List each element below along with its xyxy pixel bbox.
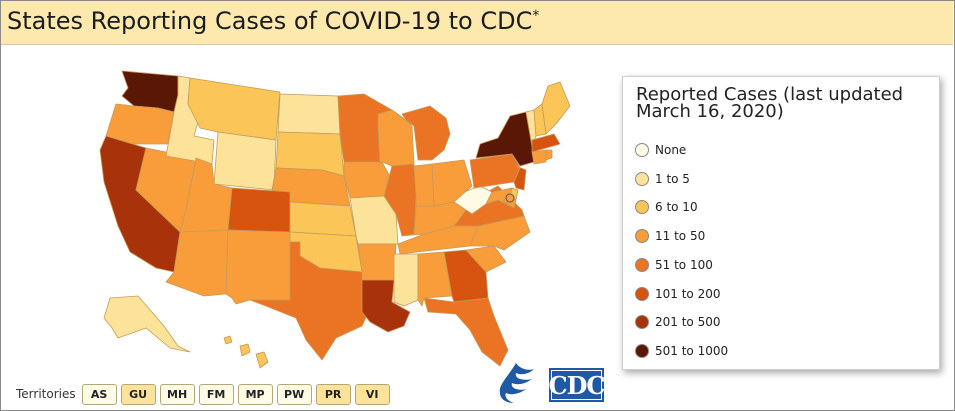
state-nm[interactable] — [225, 229, 291, 305]
state-mi[interactable] — [401, 105, 451, 161]
legend-swatch — [635, 315, 649, 330]
legend-item: 101 to 200 — [635, 285, 720, 303]
legend-swatch — [635, 200, 649, 215]
territory-pr[interactable]: PR — [315, 383, 351, 405]
state-ma[interactable] — [531, 133, 561, 153]
state-ak[interactable] — [103, 295, 191, 353]
legend-swatch — [635, 343, 649, 358]
state-md[interactable] — [485, 187, 517, 209]
legend-item: 11 to 50 — [635, 227, 705, 245]
legend-item: 51 to 100 — [635, 256, 713, 274]
cdc-logo: CDC — [549, 368, 606, 402]
legend-item: 1 to 5 — [635, 170, 690, 188]
state-nd[interactable] — [277, 93, 341, 135]
legend-item: 501 to 1000 — [635, 342, 728, 360]
territory-pw[interactable]: PW — [276, 383, 312, 405]
legend-label: 201 to 500 — [655, 315, 721, 330]
state-or[interactable] — [105, 103, 175, 145]
territory-mp[interactable]: MP — [237, 383, 273, 405]
state-fl[interactable] — [423, 297, 509, 367]
state-ri[interactable] — [545, 149, 553, 161]
legend-swatch — [635, 257, 649, 272]
legend-item: 201 to 500 — [635, 313, 720, 331]
state-hi[interactable] — [255, 351, 269, 369]
territory-fm[interactable]: FM — [198, 383, 234, 405]
page-title: States Reporting Cases of COVID-19 to CD… — [7, 7, 540, 35]
state-ct[interactable] — [531, 149, 547, 165]
state-ms[interactable] — [393, 253, 419, 307]
legend-label: 1 to 5 — [655, 171, 690, 186]
legend-item: 6 to 10 — [635, 198, 698, 216]
legend-swatch — [635, 171, 649, 186]
legend-panel: Reported Cases (last updated March 16, 2… — [622, 76, 940, 370]
legend-label: 101 to 200 — [655, 286, 721, 301]
legend-label: 501 to 1000 — [655, 343, 729, 358]
state-ar[interactable] — [357, 243, 397, 281]
state-hi[interactable] — [239, 343, 251, 357]
state-sc[interactable] — [465, 245, 507, 273]
state-co[interactable] — [227, 187, 291, 233]
legend-swatch — [635, 143, 649, 157]
header-bar: States Reporting Cases of COVID-19 to CD… — [1, 1, 953, 45]
state-wy[interactable] — [213, 131, 277, 191]
state-la[interactable] — [361, 279, 411, 333]
state-wv[interactable] — [453, 185, 493, 215]
legend-label: 51 to 100 — [655, 257, 713, 272]
territories-bar: Territories AS GU MH FM MP PW PR VI — [16, 383, 394, 405]
territory-mh[interactable]: MH — [159, 383, 195, 405]
state-nj[interactable] — [513, 165, 527, 191]
territory-gu[interactable]: GU — [120, 383, 156, 405]
legend-label: None — [655, 143, 687, 157]
state-ks[interactable] — [289, 201, 357, 237]
legend-label: 11 to 50 — [655, 229, 706, 244]
territory-vi[interactable]: VI — [354, 383, 390, 405]
state-tx[interactable] — [249, 241, 373, 361]
legend-item: None — [635, 141, 686, 159]
legend-label: 6 to 10 — [655, 200, 698, 215]
legend-swatch — [635, 229, 649, 244]
legend-swatch — [635, 286, 649, 301]
dc-marker[interactable] — [505, 193, 515, 203]
state-mt[interactable] — [187, 77, 281, 141]
legend-title: Reported Cases (last updated March 16, 2… — [636, 84, 904, 122]
state-me[interactable] — [541, 81, 571, 135]
state-hi[interactable] — [223, 335, 233, 345]
state-in[interactable] — [413, 163, 435, 207]
state-pa[interactable] — [469, 153, 521, 189]
territory-as[interactable]: AS — [81, 383, 117, 405]
territories-label: Territories — [16, 387, 76, 401]
hhs-eagle-logo — [499, 363, 534, 403]
